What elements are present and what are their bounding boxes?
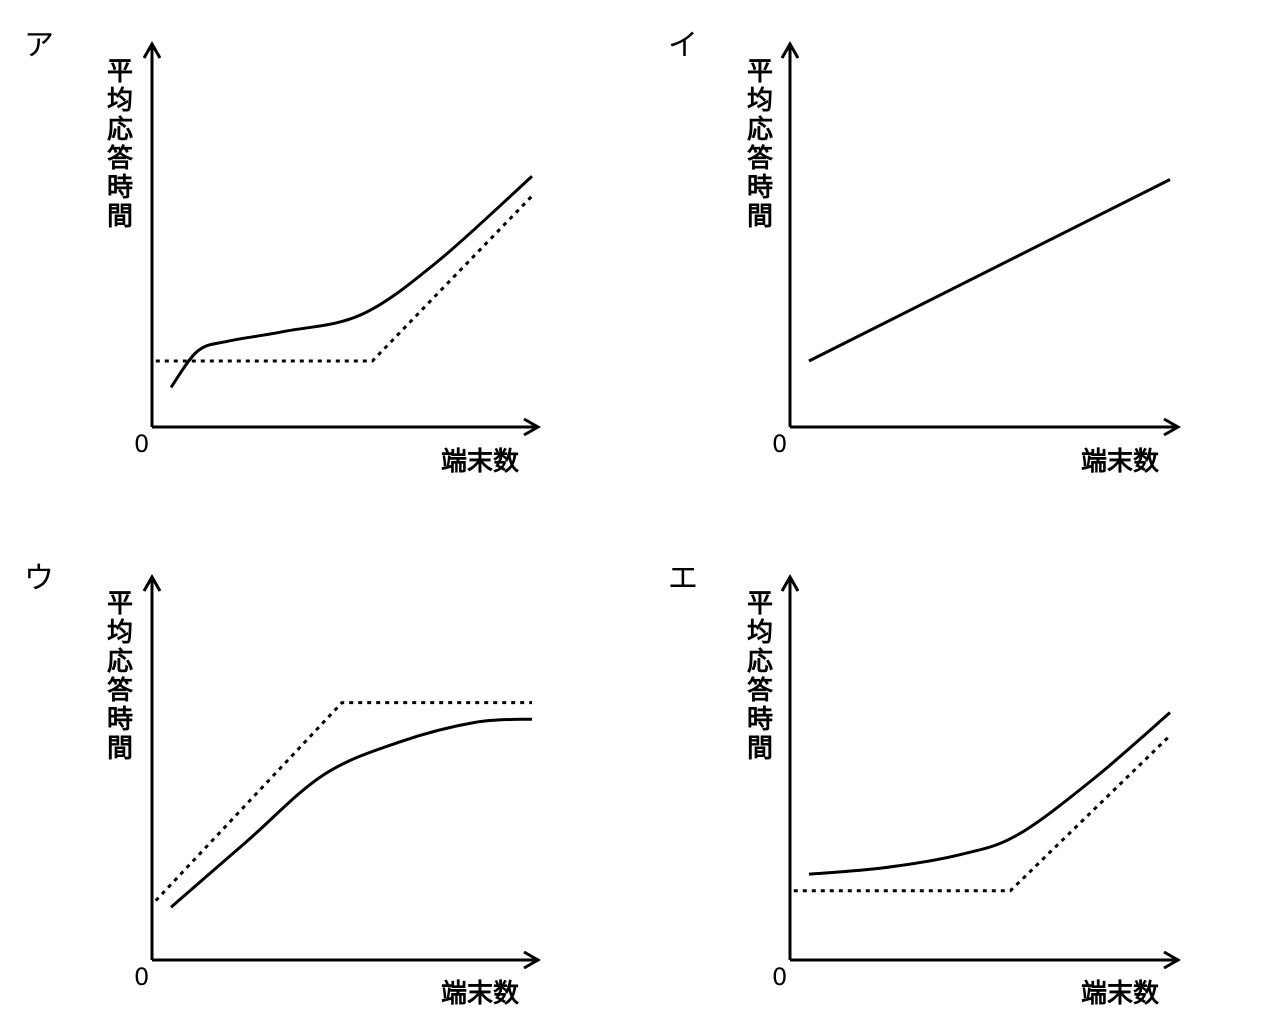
y-axis-label-char: 間 (747, 202, 773, 232)
x-axis-arrow-icon (1163, 950, 1182, 970)
series-line-solid (808, 178, 1171, 363)
series-line-solid (170, 717, 533, 909)
y-axis-label-char: 答 (107, 675, 134, 706)
y-axis-arrow-icon (780, 573, 800, 592)
x-axis-label: 端末数 (441, 447, 520, 477)
y-axis-label-char: 間 (107, 202, 133, 232)
series-line-dotted (155, 194, 534, 363)
y-axis-label: 平均応答時間 (107, 589, 134, 764)
x-axis-arrow-icon (523, 950, 542, 970)
y-axis-arrow-icon (780, 40, 800, 59)
y-axis-arrow-icon (142, 573, 162, 592)
origin-label: 0 (772, 963, 787, 991)
x-axis-label: 端末数 (1081, 447, 1160, 477)
chart-title: ウ (24, 561, 54, 596)
y-axis-label-char: 時 (107, 173, 133, 203)
x-axis-arrow-icon (1163, 417, 1182, 437)
origin-label: 0 (134, 430, 149, 458)
y-axis-label-char: 平 (107, 57, 133, 87)
origin-label: 0 (772, 430, 787, 458)
series-line-dotted (154, 701, 532, 902)
x-axis-arrow-icon (523, 417, 542, 437)
y-axis-label-char: 均 (747, 86, 773, 116)
y-axis-label: 平均応答時間 (747, 589, 774, 764)
y-axis-label-char: 時 (107, 705, 133, 735)
y-axis-label-char: 間 (747, 734, 773, 764)
y-axis-label-char: 間 (107, 734, 133, 764)
y-axis-label: 平均応答時間 (747, 57, 774, 232)
y-axis-label-char: 応 (107, 646, 133, 677)
y-axis-label-char: 均 (747, 618, 773, 648)
y-axis-label-char: 答 (107, 143, 134, 174)
series-line-dotted (793, 734, 1172, 893)
y-axis-label-char: 答 (747, 143, 774, 174)
y-axis-label-char: 平 (747, 57, 773, 87)
y-axis-label-char: 均 (107, 86, 133, 116)
x-axis-label: 端末数 (441, 979, 520, 1009)
y-axis-label: 平均応答時間 (107, 57, 134, 232)
y-axis-label-char: 平 (107, 589, 133, 619)
series-line-solid (808, 711, 1171, 876)
y-axis-label-char: 応 (747, 114, 773, 145)
y-axis-arrow-icon (142, 40, 162, 59)
chart-title: ア (24, 28, 54, 63)
chart-title: エ (668, 561, 698, 596)
y-axis-label-char: 応 (747, 646, 773, 677)
y-axis-label-char: 平 (747, 589, 773, 619)
origin-label: 0 (134, 963, 149, 991)
series-line-solid (169, 175, 534, 389)
y-axis-label-char: 応 (107, 114, 133, 145)
y-axis-label-char: 均 (107, 618, 133, 648)
chart-title: イ (668, 28, 698, 63)
x-axis-label: 端末数 (1081, 979, 1160, 1009)
y-axis-label-char: 時 (747, 173, 773, 203)
y-axis-label-char: 時 (747, 705, 773, 735)
y-axis-label-char: 答 (747, 675, 774, 706)
